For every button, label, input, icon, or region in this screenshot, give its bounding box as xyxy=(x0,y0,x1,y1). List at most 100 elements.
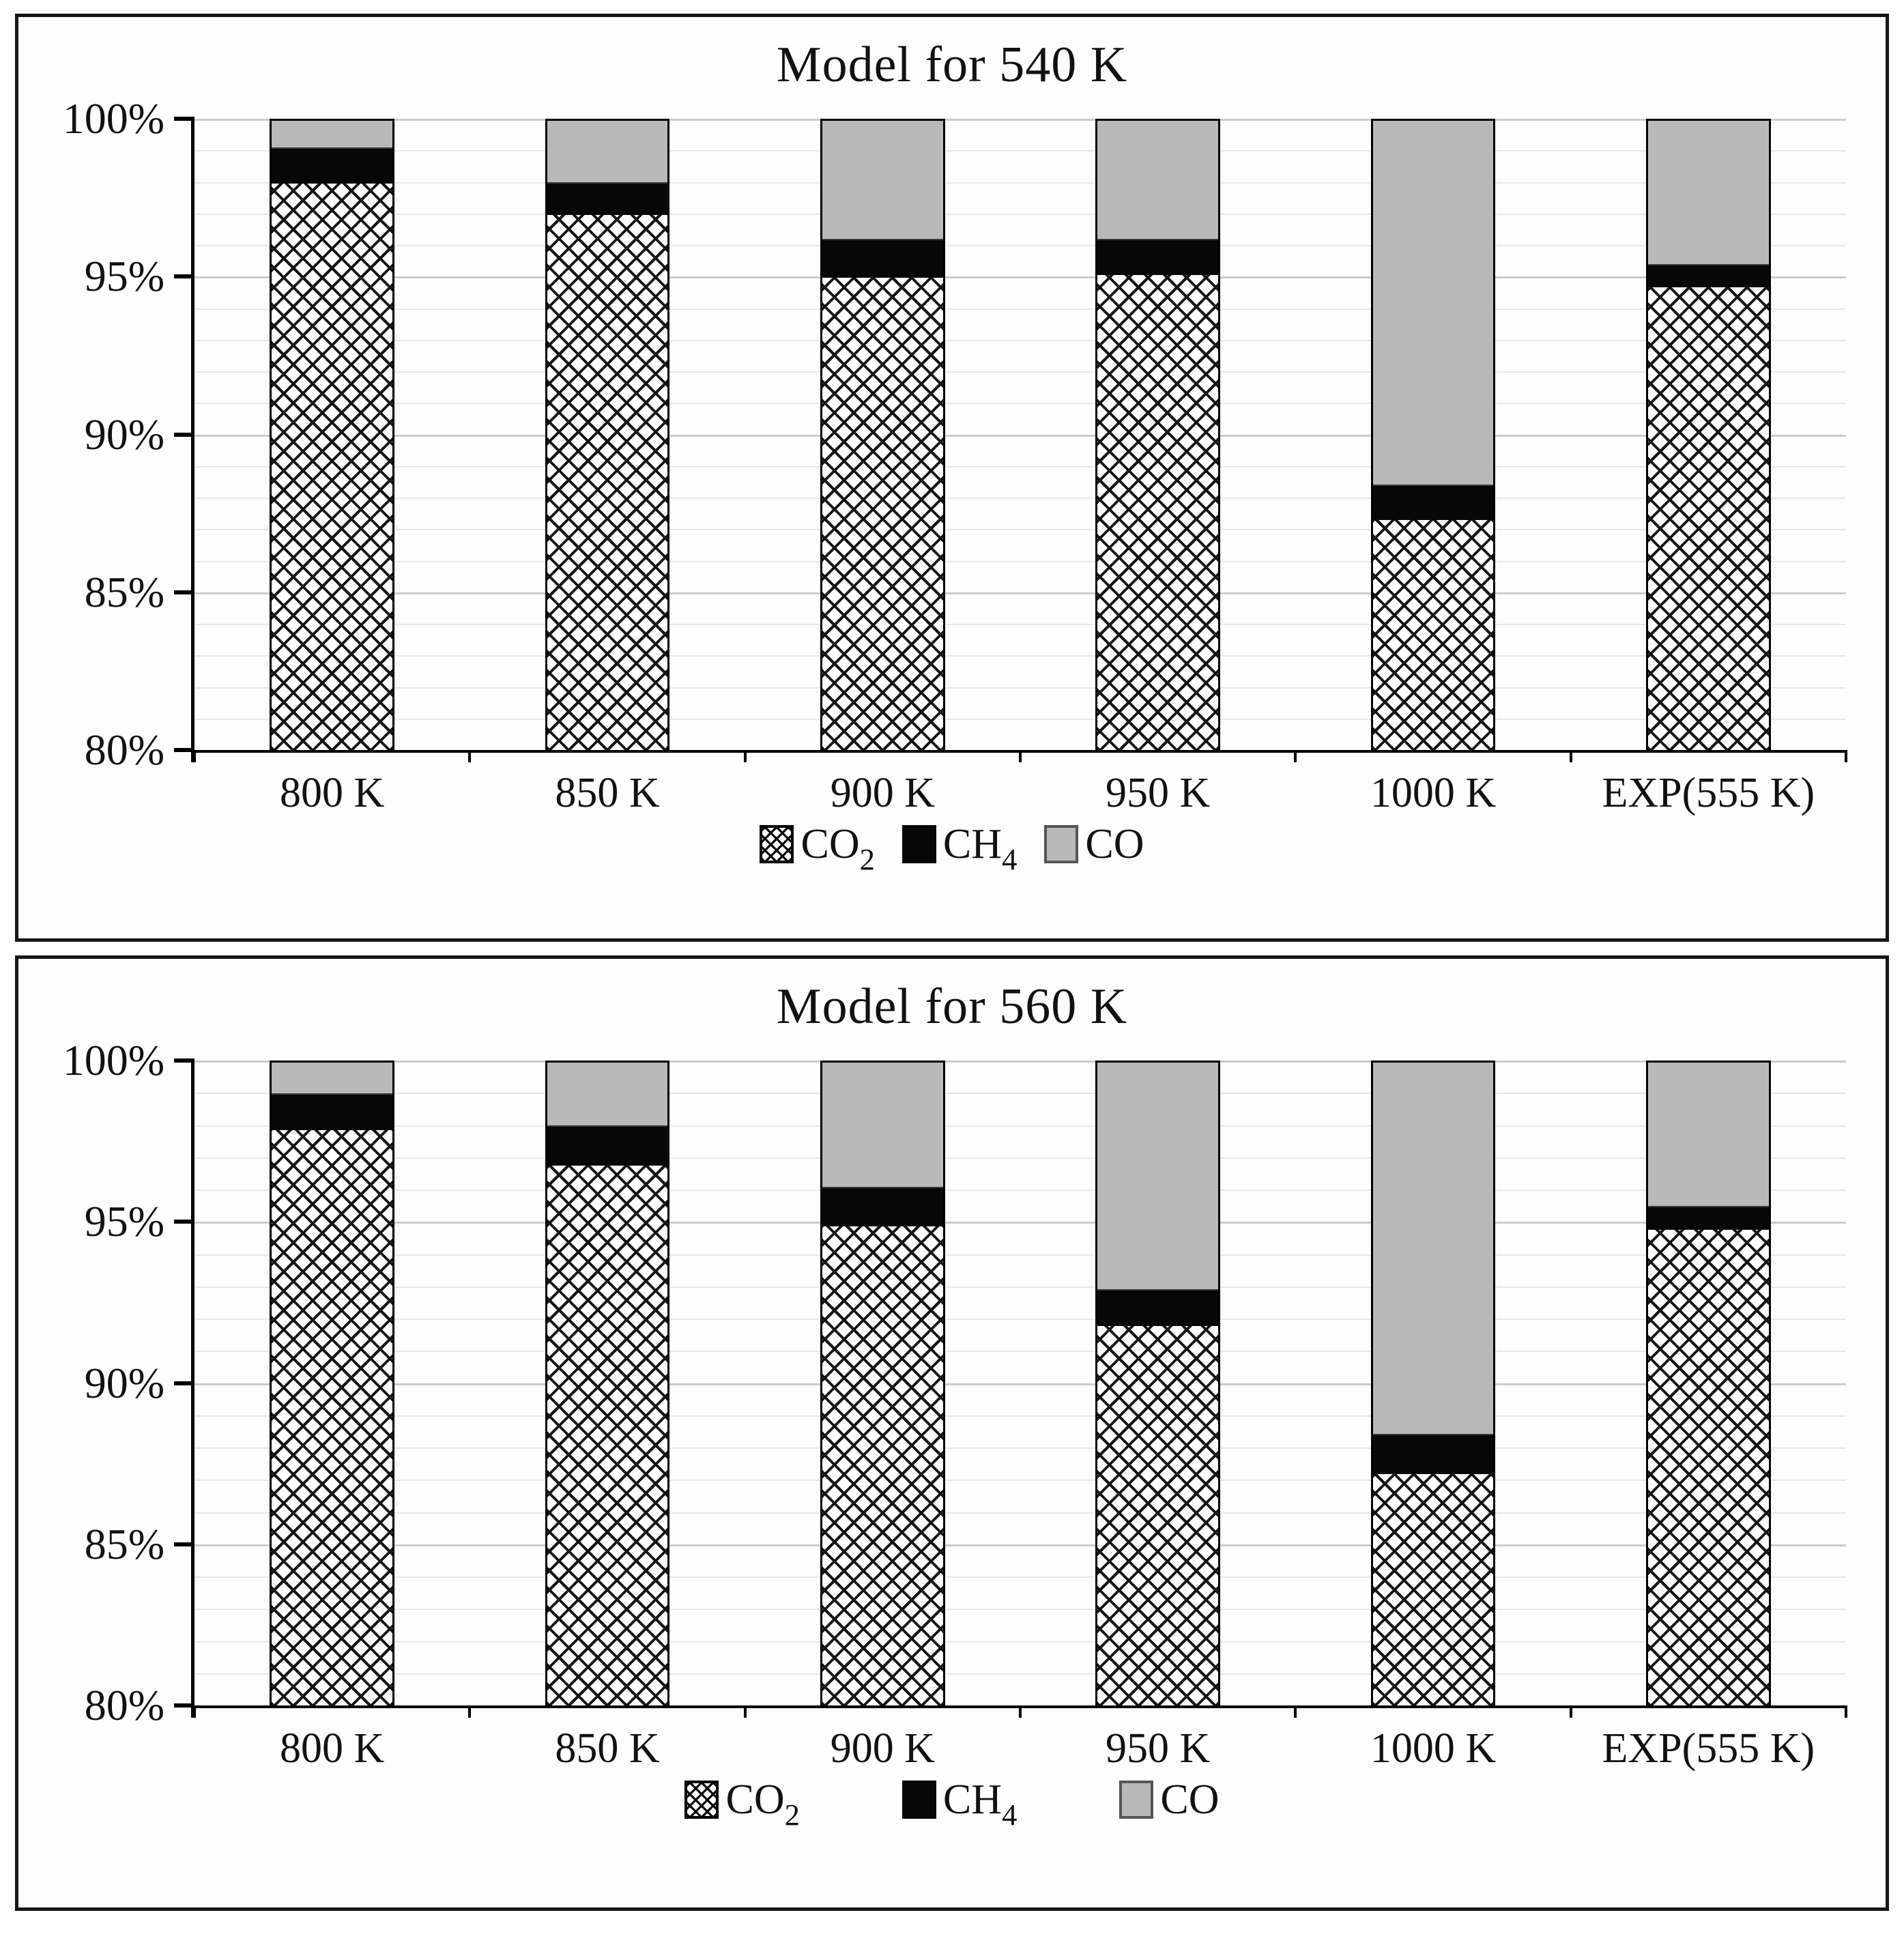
bar-900-k xyxy=(820,1061,945,1705)
x-axis-label-900-k: 900 K xyxy=(830,770,935,816)
bar-850-k-co-segment xyxy=(547,1063,668,1127)
plot-area-560k: 100% 95% 90% 85% 80% xyxy=(63,1036,1847,1729)
bar-800-k-co2-segment xyxy=(272,1129,392,1705)
x-axis-label-950-k: 950 K xyxy=(1106,770,1211,816)
co2-crosshatch-swatch-icon xyxy=(760,825,794,863)
gridline-90pct xyxy=(194,434,1846,437)
gridline-85pct xyxy=(194,1544,1846,1546)
bar-850-k-co-segment xyxy=(547,121,668,184)
y-tick-80pct xyxy=(174,748,194,752)
bar-1000-k xyxy=(1370,119,1496,750)
x-axis-category-tick xyxy=(743,750,747,762)
bar-1000-k-co2-segment xyxy=(1372,520,1494,750)
y-axis-label-95pct: 95% xyxy=(84,252,164,301)
gridline-100pct xyxy=(194,119,1846,121)
legend-560k: CO2 CH4 CO xyxy=(18,1776,1886,1832)
y-axis-label-95pct: 95% xyxy=(84,1197,164,1246)
gridline-96pct xyxy=(194,245,1846,246)
x-axis-category-tick xyxy=(193,1705,196,1718)
x-axis-category-tick xyxy=(1569,750,1572,762)
bar-1000-k-co-segment xyxy=(1372,121,1494,486)
gridline-95pct xyxy=(194,1222,1846,1224)
legend-item-co: CO xyxy=(1044,823,1144,865)
gridline-87pct xyxy=(194,529,1846,531)
bar-exp-555-k xyxy=(1645,1061,1771,1705)
legend-label-ch4: CH4 xyxy=(942,1776,1018,1832)
x-axis-line xyxy=(191,1705,1846,1708)
bar-850-k-ch4-segment xyxy=(547,184,668,216)
gridline-81pct xyxy=(194,1673,1846,1675)
x-axis-category-tick xyxy=(743,1705,747,1718)
ch4-black-swatch-icon xyxy=(901,825,936,863)
gridline-94pct xyxy=(194,1254,1846,1256)
bar-900-k-co-segment xyxy=(822,1063,943,1188)
x-axis-category-tick xyxy=(193,750,196,762)
bar-exp-555-k xyxy=(1645,119,1771,750)
bar-850-k xyxy=(545,1061,670,1705)
gridline-82pct xyxy=(194,687,1846,689)
legend-item-ch4: CH4 xyxy=(901,1776,1018,1832)
bar-exp-555-k-co2-segment xyxy=(1647,1229,1769,1705)
gridline-89pct xyxy=(194,465,1846,467)
legend-label-co: CO xyxy=(1085,821,1144,867)
bar-950-k-ch4-segment xyxy=(1097,1291,1218,1327)
gridline-93pct xyxy=(194,339,1846,341)
y-tick-90pct xyxy=(174,432,194,437)
y-tick-95pct xyxy=(174,1220,194,1224)
y-axis-label-80pct: 80% xyxy=(84,725,164,774)
bar-800-k xyxy=(270,119,394,750)
legend-label-ch4: CH4 xyxy=(942,821,1018,876)
bar-1000-k-ch4-segment xyxy=(1372,485,1494,521)
x-axis-label-950-k: 950 K xyxy=(1106,1725,1211,1772)
bar-1000-k-co-segment xyxy=(1372,1063,1494,1436)
y-tick-95pct xyxy=(174,274,194,279)
x-axis-label-850-k: 850 K xyxy=(555,1725,660,1772)
y-axis-label-90pct: 90% xyxy=(84,409,164,459)
y-tick-85pct xyxy=(174,590,194,594)
bar-800-k xyxy=(270,1061,394,1705)
gridline-81pct xyxy=(194,718,1846,720)
y-axis-label-85pct: 85% xyxy=(84,1519,164,1568)
legend-label-co: CO xyxy=(1160,1776,1220,1823)
chart-title-540k: Model for 540 K xyxy=(776,37,1128,93)
x-axis-category-tick xyxy=(1294,750,1297,762)
x-axis-category-tick xyxy=(1294,1705,1297,1718)
gridline-98pct xyxy=(194,1125,1846,1127)
x-axis-label-1000-k: 1000 K xyxy=(1370,770,1497,816)
legend-item-co2: CO2 xyxy=(684,1778,800,1830)
gridline-92pct xyxy=(194,1319,1846,1320)
plot-area-540k: 100% 95% 90% 85% 80% xyxy=(63,94,1847,774)
co-gray-swatch-icon xyxy=(1119,1781,1154,1819)
gridline-85pct xyxy=(194,592,1846,594)
x-axis-category-tick xyxy=(1019,1705,1022,1718)
x-axis-label-800-k: 800 K xyxy=(280,1725,385,1772)
bar-1000-k xyxy=(1370,1061,1496,1705)
gridline-90pct xyxy=(194,1383,1846,1385)
gridline-97pct xyxy=(194,1157,1846,1159)
gridline-95pct xyxy=(194,276,1846,279)
bar-exp-555-k-co2-segment xyxy=(1647,287,1769,750)
bar-900-k-co2-segment xyxy=(822,278,943,750)
ch4-black-swatch-icon xyxy=(901,1781,936,1819)
bar-1000-k-ch4-segment xyxy=(1372,1435,1494,1474)
y-axis-label-80pct: 80% xyxy=(84,1681,164,1729)
gridline-88pct xyxy=(194,498,1846,499)
bar-950-k-co-segment xyxy=(1097,121,1218,241)
gridline-96pct xyxy=(194,1190,1846,1191)
chart-panel-560k: Model for 560 K 100% 95% 90% 85% 80% 800 K 85… xyxy=(15,955,1889,1911)
gridline-94pct xyxy=(194,308,1846,310)
x-axis-label-800-k: 800 K xyxy=(280,770,385,816)
y-tick-85pct xyxy=(174,1542,194,1546)
bar-950-k xyxy=(1095,1061,1220,1705)
legend-label-co2: CO2 xyxy=(800,821,875,876)
bar-900-k-co2-segment xyxy=(822,1226,943,1705)
x-axis-label-exp-555-k: EXP(555 K) xyxy=(1602,770,1815,816)
x-axis-line xyxy=(191,750,1846,753)
legend-item-co: CO xyxy=(1119,1776,1220,1823)
gridline-93pct xyxy=(194,1286,1846,1288)
x-axis-category-tick xyxy=(1019,750,1022,762)
gridline-83pct xyxy=(194,1609,1846,1611)
x-axis-label-1000-k: 1000 K xyxy=(1370,1725,1497,1772)
gridline-91pct xyxy=(194,403,1846,405)
gridline-88pct xyxy=(194,1447,1846,1449)
